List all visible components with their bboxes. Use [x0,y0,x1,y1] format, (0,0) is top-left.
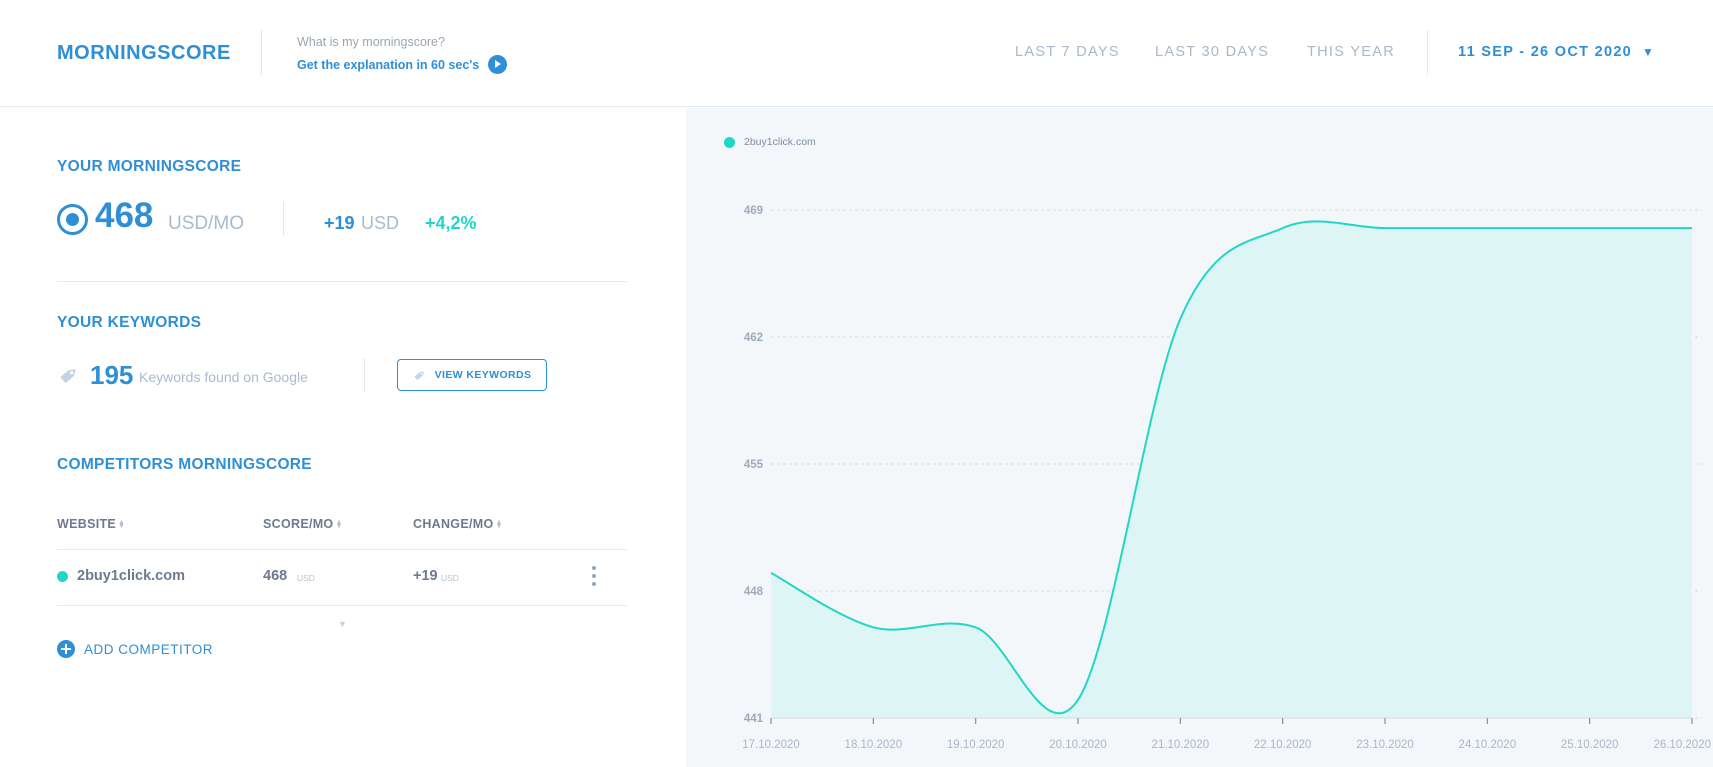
series-color-dot [57,571,68,582]
score-value: 468 [95,196,154,235]
y-tick-label: 441 [744,713,764,725]
column-label-website: WEBSITE [57,517,117,531]
x-tick-label: 26.10.2020 [1653,739,1711,751]
score-area-chart: 441 448 455 462 469 17.10.2020 18.10.2020 19.10… [742,205,1711,751]
header-divider [261,30,262,75]
table-row-divider [57,605,627,606]
row-website[interactable]: 2buy1click.com [77,568,185,584]
chevron-down-icon: ▼ [1642,45,1656,59]
add-competitor-label: ADD COMPETITOR [84,641,214,657]
competitors-section-title: COMPETITORS MORNINGSCORE [57,456,312,473]
target-icon [57,204,88,235]
more-options-icon[interactable] [590,566,598,590]
x-tick-label: 25.10.2020 [1561,739,1619,751]
column-header-score[interactable]: SCORE/MO ▲ ▼ [263,517,343,531]
row-change-unit: USD [441,573,459,583]
morningscore-section-title: YOUR MORNINGSCORE [57,158,242,175]
sort-icon: ▲ ▼ [495,518,503,530]
header-divider-right [1427,30,1428,75]
column-label-score: SCORE/MO [263,517,334,531]
y-tick-label: 455 [744,459,764,471]
top-header: MORNINGSCORE What is my morningscore? Ge… [0,0,1713,107]
view-keywords-label: VIEW KEYWORDS [434,369,532,381]
explain-question: What is my morningscore? [297,35,445,49]
row-score-unit: USD [297,573,315,583]
x-tick-label: 21.10.2020 [1152,739,1210,751]
x-tick-label: 19.10.2020 [947,739,1005,751]
x-tick-label: 20.10.2020 [1049,739,1107,751]
score-divider [283,202,284,236]
y-tick-label: 469 [744,205,763,217]
score-unit: USD/MO [168,213,244,234]
range-tab-last-30-days[interactable]: LAST 30 DAYS [1155,44,1270,60]
x-tick-label: 24.10.2020 [1459,739,1517,751]
column-header-website[interactable]: WEBSITE ▲ ▼ [57,517,126,531]
row-change: +19 [413,568,438,584]
range-tab-last-7-days[interactable]: LAST 7 DAYS [1015,44,1120,60]
tag-icon [414,371,424,381]
explain-link-label: Get the explanation in 60 sec's [297,57,480,72]
column-header-change[interactable]: CHANGE/MO ▲ ▼ [413,517,503,531]
series-area [771,221,1692,718]
explain-video-link[interactable]: Get the explanation in 60 sec's [297,55,508,74]
tag-icon [60,369,76,384]
legend-color-dot [724,136,735,148]
score-delta: +19 [324,213,355,233]
expand-caret-icon[interactable]: ▼ [338,619,347,629]
date-range-dropdown[interactable]: 11 SEP - 26 OCT 2020 ▼ [1458,44,1655,60]
section-divider [57,281,627,282]
column-label-change: CHANGE/MO [413,517,494,531]
keywords-section-title: YOUR KEYWORDS [57,314,202,331]
keywords-divider [364,358,365,392]
legend-label: 2buy1click.com [744,136,816,148]
view-keywords-button[interactable]: VIEW KEYWORDS [397,359,547,391]
x-tick-label: 17.10.2020 [742,739,800,751]
row-score: 468 [263,568,288,584]
plus-icon [57,640,75,658]
score-delta-unit: USD [361,213,400,233]
add-competitor-button[interactable]: ADD COMPETITOR [57,640,213,658]
brand-logo[interactable]: MORNINGSCORE [57,42,231,64]
play-icon[interactable] [488,55,508,74]
chart-legend[interactable]: 2buy1click.com [724,136,816,148]
table-header-divider [57,549,627,550]
keyword-count: 195 [90,360,134,390]
y-tick-label: 448 [744,586,764,598]
date-range-label: 11 SEP - 26 OCT 2020 [1458,44,1633,60]
x-tick-label: 22.10.2020 [1254,739,1312,751]
x-tick-label: 23.10.2020 [1356,739,1414,751]
sort-icon: ▲ ▼ [118,518,126,530]
x-tick-label: 18.10.2020 [845,739,903,751]
range-tab-this-year[interactable]: THIS YEAR [1307,44,1395,60]
y-tick-label: 462 [744,332,763,344]
series-line [770,220,1692,715]
keyword-count-label: Keywords found on Google [139,369,308,385]
sort-icon: ▲ ▼ [335,518,343,530]
score-delta-percent: +4,2% [425,213,477,233]
